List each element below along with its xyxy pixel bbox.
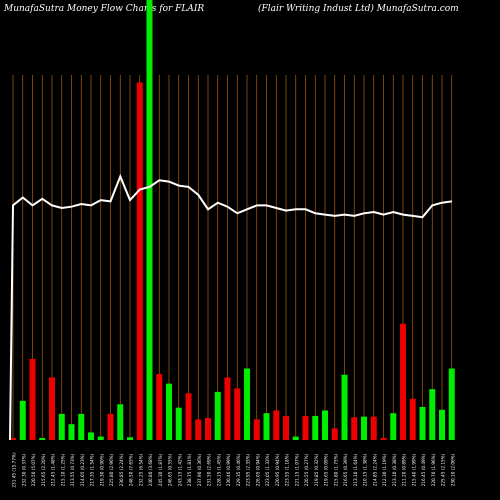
- x-axis-label: 225.45 (2.15%): [441, 453, 446, 486]
- money-flow-bar: [322, 410, 328, 440]
- x-axis-label: 248.50 (7.65%): [129, 453, 134, 486]
- x-axis-label: 220.70 (1.96%): [431, 453, 436, 486]
- money-flow-bar: [175, 407, 182, 440]
- money-flow-bar: [312, 415, 319, 440]
- money-flow-bar: [185, 393, 192, 440]
- money-flow-bar: [166, 383, 172, 440]
- x-axis-label: 216.65 (0.39%): [343, 453, 348, 486]
- money-flow-bar: [195, 419, 202, 440]
- x-axis-label: 215.10 (1.25%): [60, 453, 65, 486]
- money-flow-bar: [409, 398, 416, 440]
- money-flow-bar: [136, 82, 143, 440]
- money-flow-bar: [224, 377, 231, 440]
- money-flow-bar: [253, 419, 260, 440]
- x-axis-label: 219.65 (0.09%): [324, 453, 329, 486]
- money-flow-bar: [88, 432, 94, 440]
- x-axis-label: 214.05 (0.23%): [80, 453, 85, 486]
- money-flow-bar: [156, 374, 163, 440]
- x-axis-label: 230.85 (2.24%): [119, 453, 124, 486]
- money-flow-bar: [78, 413, 85, 440]
- x-axis-label: 223.05 (1.33%): [265, 453, 270, 486]
- money-flow-bar: [429, 389, 436, 440]
- x-axis-label: 246.65 (0.55%): [168, 453, 173, 486]
- money-flow-bar: [68, 424, 75, 440]
- x-axis-label: 213.10 (1.64%): [353, 453, 358, 486]
- money-flow-bar: [273, 410, 280, 440]
- x-axis-label: 231.45 (15.77%): [12, 452, 17, 488]
- money-flow-bar: [380, 437, 387, 440]
- x-axis-label: 219.30 (0.90%): [99, 453, 104, 486]
- money-flow-bar: [97, 436, 104, 440]
- money-flow-bar: [331, 428, 338, 440]
- money-flow-bar: [234, 388, 241, 440]
- x-axis-label: 221.15 (1.07%): [294, 453, 299, 486]
- x-axis-label: 214.85 (2.24%): [372, 453, 377, 486]
- money-flow-bar: [49, 377, 55, 440]
- x-axis-label: 220.50 (5.07%): [31, 453, 36, 486]
- x-axis-label: 220.55 (0.27%): [304, 453, 309, 486]
- money-flow-bar: [58, 413, 65, 440]
- x-axis-label: 230.10 (2.06%): [450, 453, 455, 486]
- chart-title-left: MunafaSutra Money Flow Charts for FLAIR: [4, 4, 205, 14]
- x-axis-label: 243.15 (1.42%): [177, 453, 182, 486]
- price-line: [9, 173, 452, 441]
- money-flow-bar: [292, 436, 299, 440]
- x-axis-label: 217.35 (1.54%): [90, 453, 95, 486]
- money-flow-bar: [439, 409, 445, 440]
- money-flow-bar: [341, 374, 348, 440]
- money-flow-bar: [19, 400, 26, 440]
- x-axis-label: 230.40 (0.99%): [226, 453, 231, 486]
- x-axis-label: 232.30 (0.37%): [21, 453, 26, 486]
- money-flow-bar: [390, 413, 397, 440]
- money-flow-bar: [205, 418, 211, 440]
- money-flow-bar: [370, 416, 377, 440]
- x-axis-label: 238.75 (1.81%): [187, 453, 192, 486]
- x-axis-label: 229.35 (0.46%): [236, 453, 241, 486]
- chart-title-right: (Flair Writing Indust Ltd) MunafaSutra.c…: [258, 4, 459, 14]
- money-flow-bar: [127, 437, 133, 440]
- money-flow-bar: [39, 437, 46, 440]
- x-axis-label: 226.05 (0.94%): [255, 453, 260, 486]
- money-flow-bar: [244, 368, 250, 440]
- x-axis-label: 232.25 (6.54%): [138, 453, 143, 486]
- money-flow-bar: [419, 407, 426, 440]
- money-flow-bar: [29, 358, 36, 440]
- x-axis-label: 215.80 (1.75%): [333, 453, 338, 486]
- x-axis-label: 220.95 (0.94%): [275, 453, 280, 486]
- money-flow-bar: [107, 413, 114, 440]
- x-axis-label: 240.80 (3.68%): [148, 453, 153, 486]
- x-axis-label: 213.55 (0.73%): [70, 453, 75, 486]
- x-axis-label: 216.45 (0.49%): [421, 453, 426, 486]
- x-axis-label: 215.65 (2.20%): [41, 453, 46, 486]
- x-axis-label: 225.80 (2.96%): [109, 453, 114, 486]
- x-axis-label: 245.30 (1.87%): [158, 453, 163, 486]
- money-flow-bar: [117, 404, 124, 440]
- money-flow-bar: [448, 368, 455, 440]
- money-flow-bar: [302, 415, 309, 440]
- x-axis-label: 210.15 (1.38%): [363, 453, 368, 486]
- x-axis-label: 223.95 (2.35%): [246, 453, 251, 486]
- x-axis-label: 219.85 (0.32%): [314, 453, 319, 486]
- x-axis-label: 231.50 (2.69%): [207, 453, 212, 486]
- money-flow-bar: [283, 415, 289, 440]
- x-axis-label: 223.55 (1.18%): [285, 453, 290, 486]
- money-flow-bar: [400, 323, 406, 440]
- money-flow-bar: [146, 0, 153, 440]
- x-axis-label: 213.10 (0.38%): [392, 453, 397, 486]
- money-flow-bar: [214, 391, 221, 440]
- money-flow-bar: [361, 416, 367, 440]
- x-axis-label: 215.40 (1.99%): [411, 453, 416, 486]
- money-flow-bar: [10, 437, 16, 440]
- money-flow-bar: [263, 413, 270, 440]
- x-axis-label: 212.30 (1.19%): [382, 453, 387, 486]
- x-axis-label: 212.45 (1.48%): [51, 453, 56, 486]
- x-axis-label: 237.90 (0.36%): [197, 453, 202, 486]
- x-axis-label: 228.15 (1.45%): [216, 453, 221, 486]
- x-axis-label: 211.20 (0.89%): [402, 453, 407, 486]
- money-flow-bar: [351, 417, 358, 440]
